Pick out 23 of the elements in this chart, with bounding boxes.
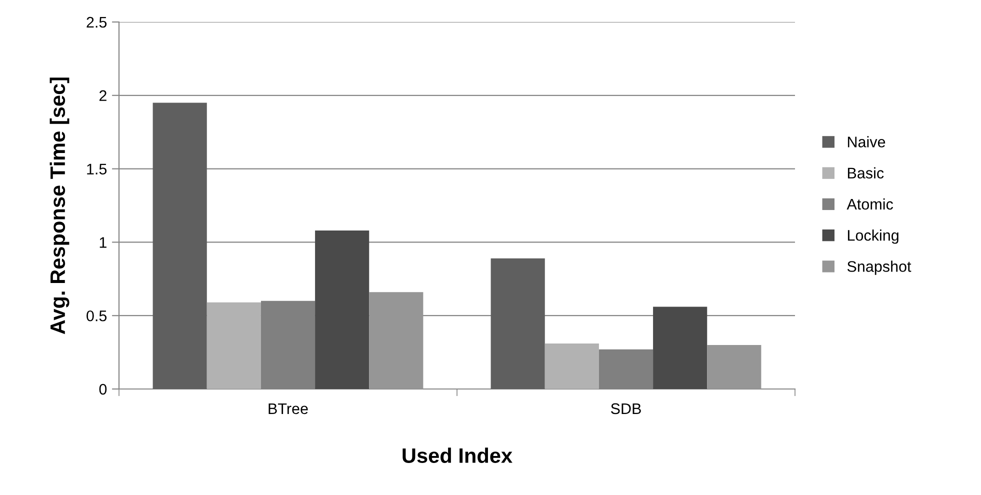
- bar: [152, 102, 207, 389]
- bar: [206, 302, 261, 389]
- legend-label: Snapshot: [847, 260, 912, 275]
- x-tick-label: BTree: [268, 403, 308, 414]
- y-tick-label: 0.5: [86, 310, 107, 322]
- legend-label: Basic: [848, 167, 884, 179]
- bar: [544, 343, 599, 389]
- bar: [490, 258, 545, 389]
- y-tick-label: 2: [99, 90, 106, 101]
- legend-label: Atomic: [846, 198, 893, 210]
- bar: [315, 230, 370, 389]
- y-axis-title: Avg. Response Time [sec]: [50, 78, 70, 334]
- legend-label: Locking: [848, 230, 898, 244]
- y-tick-label: 2.5: [86, 16, 107, 28]
- bar: [369, 292, 424, 389]
- y-tick-label: 1: [100, 237, 106, 248]
- bar: [707, 344, 762, 389]
- y-tick-label: 0: [99, 384, 107, 395]
- x-axis-title: Used Index: [402, 448, 512, 463]
- y-tick-label: 1.5: [87, 164, 107, 174]
- bar: [653, 306, 708, 389]
- x-tick-label: SDB: [610, 403, 641, 414]
- legend-label: Naive: [848, 136, 886, 148]
